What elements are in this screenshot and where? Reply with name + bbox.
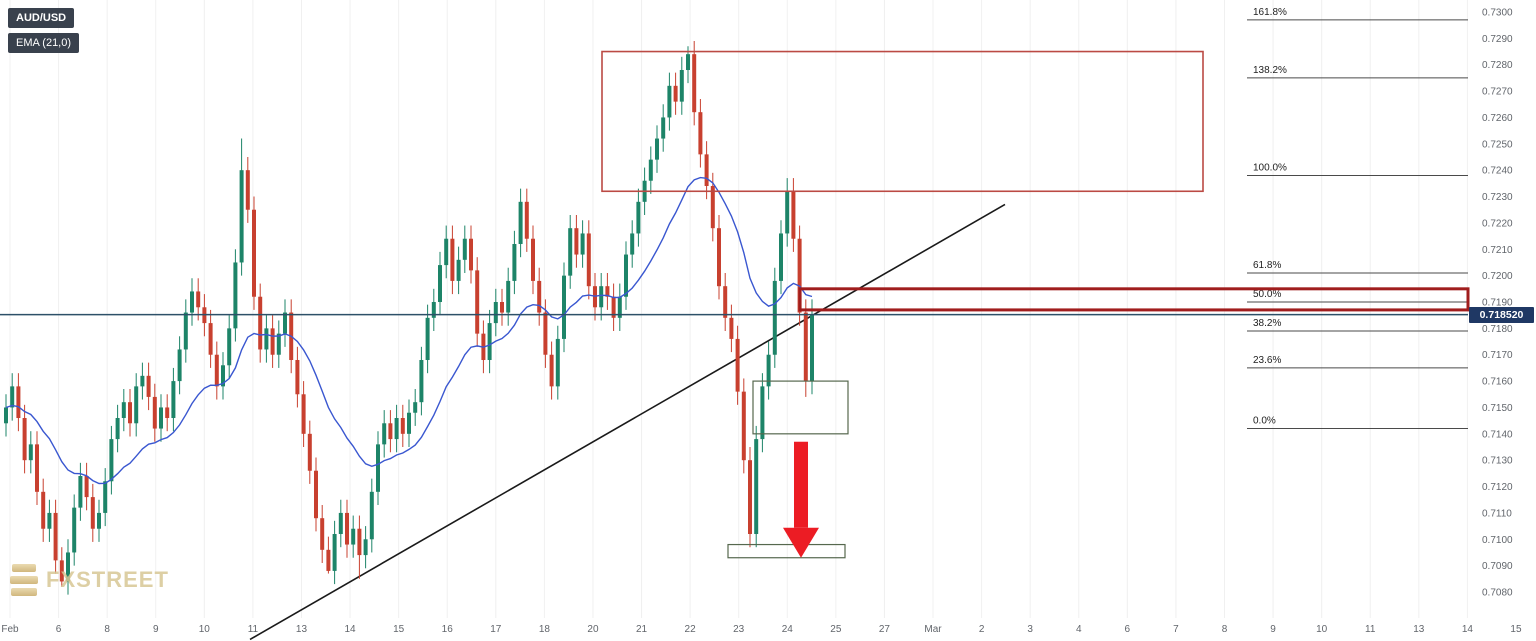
svg-text:2: 2	[979, 624, 985, 635]
svg-text:0.7160: 0.7160	[1482, 377, 1513, 388]
svg-text:11: 11	[1365, 624, 1376, 635]
svg-text:23: 23	[733, 624, 745, 635]
svg-text:21: 21	[636, 624, 648, 635]
svg-text:18: 18	[539, 624, 551, 635]
svg-text:23.6%: 23.6%	[1253, 355, 1281, 366]
svg-text:50.0%: 50.0%	[1253, 289, 1281, 300]
svg-text:27: 27	[879, 624, 891, 635]
svg-text:0.7200: 0.7200	[1482, 271, 1513, 282]
watermark-text: FXSTREET	[46, 567, 169, 592]
svg-text:9: 9	[1270, 624, 1276, 635]
svg-text:8: 8	[1222, 624, 1228, 635]
svg-text:0.7130: 0.7130	[1482, 456, 1513, 467]
svg-text:0.7180: 0.7180	[1482, 324, 1513, 335]
symbol-badge[interactable]: AUD/USD	[8, 8, 75, 28]
svg-text:4: 4	[1076, 624, 1082, 635]
svg-text:0.7220: 0.7220	[1482, 218, 1513, 229]
svg-text:0.7190: 0.7190	[1482, 298, 1513, 309]
svg-text:6: 6	[1125, 624, 1131, 635]
svg-text:161.8%: 161.8%	[1253, 7, 1287, 18]
svg-text:138.2%: 138.2%	[1253, 65, 1287, 76]
svg-text:0.7300: 0.7300	[1482, 8, 1513, 19]
svg-text:6: 6	[56, 624, 62, 635]
fxstreet-logo-icon	[10, 564, 38, 596]
svg-text:0.7110: 0.7110	[1482, 508, 1512, 519]
svg-text:3: 3	[1027, 624, 1033, 635]
svg-text:9: 9	[153, 624, 159, 635]
svg-text:13: 13	[296, 624, 308, 635]
svg-text:7: 7	[1173, 624, 1179, 635]
svg-text:100.0%: 100.0%	[1253, 162, 1287, 173]
svg-text:17: 17	[490, 624, 502, 635]
svg-text:0.7120: 0.7120	[1482, 482, 1513, 493]
svg-text:0.7140: 0.7140	[1482, 429, 1513, 440]
ema-indicator-badge[interactable]: EMA (21,0)	[8, 33, 80, 53]
svg-text:0.7100: 0.7100	[1482, 535, 1513, 546]
svg-text:16: 16	[442, 624, 454, 635]
svg-text:8: 8	[104, 624, 110, 635]
svg-text:10: 10	[1316, 624, 1328, 635]
svg-text:0.7170: 0.7170	[1482, 350, 1513, 361]
svg-text:0.7090: 0.7090	[1482, 561, 1513, 572]
svg-text:0.7250: 0.7250	[1482, 139, 1513, 150]
svg-text:0.7240: 0.7240	[1482, 166, 1513, 177]
fxstreet-watermark: FXSTREET	[10, 564, 169, 596]
svg-text:15: 15	[393, 624, 405, 635]
svg-text:25: 25	[830, 624, 842, 635]
svg-text:24: 24	[782, 624, 794, 635]
svg-text:22: 22	[685, 624, 697, 635]
svg-text:0.7080: 0.7080	[1482, 588, 1513, 599]
svg-text:0.7150: 0.7150	[1482, 403, 1513, 414]
svg-text:61.8%: 61.8%	[1253, 260, 1281, 271]
svg-text:Mar: Mar	[924, 624, 942, 635]
svg-text:20: 20	[587, 624, 599, 635]
svg-text:13: 13	[1413, 624, 1425, 635]
svg-text:0.7270: 0.7270	[1482, 87, 1513, 98]
svg-text:0.0%: 0.0%	[1253, 416, 1276, 427]
svg-text:11: 11	[248, 624, 259, 635]
svg-text:0.7230: 0.7230	[1482, 192, 1513, 203]
svg-text:14: 14	[344, 624, 356, 635]
svg-text:0.7210: 0.7210	[1482, 245, 1513, 256]
svg-text:0.7260: 0.7260	[1482, 113, 1513, 124]
svg-text:15: 15	[1510, 624, 1522, 635]
svg-text:Feb: Feb	[1, 624, 19, 635]
current-price-tag: 0.718520	[1469, 306, 1534, 323]
svg-text:14: 14	[1462, 624, 1474, 635]
svg-text:38.2%: 38.2%	[1253, 318, 1281, 329]
svg-text:0.7290: 0.7290	[1482, 34, 1513, 45]
svg-text:0.7280: 0.7280	[1482, 60, 1513, 71]
svg-text:10: 10	[199, 624, 211, 635]
